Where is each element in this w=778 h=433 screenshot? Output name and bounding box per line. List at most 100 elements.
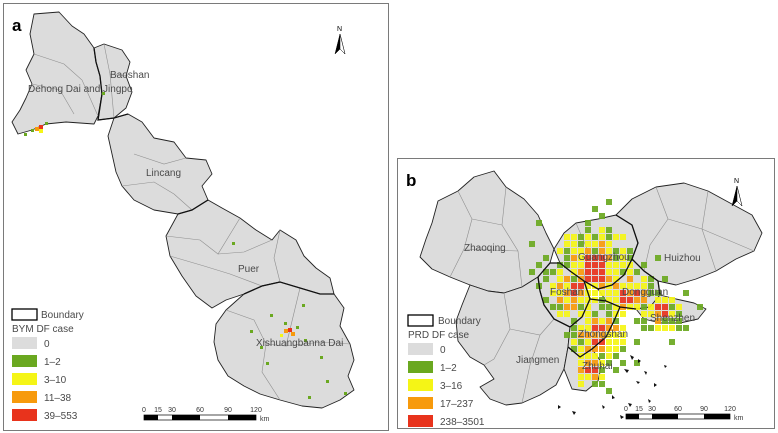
case-cell xyxy=(578,248,584,254)
case-cell xyxy=(571,241,577,247)
case-cell xyxy=(620,234,626,240)
case-cell xyxy=(648,283,654,289)
case-cell xyxy=(627,269,633,275)
case-cell xyxy=(606,304,612,310)
north-arrow-a: N xyxy=(334,26,346,55)
case-cell xyxy=(564,248,570,254)
case-cell xyxy=(585,311,591,317)
case-cell xyxy=(578,374,584,380)
case-cell xyxy=(592,276,598,282)
map-a-canvas: Dehong Dai and Jingpo Baoshan Lincang Pu… xyxy=(11,11,355,423)
legend-swatch-1 xyxy=(12,355,37,367)
north-label: N xyxy=(734,178,739,185)
case-cell xyxy=(606,241,612,247)
case-cell xyxy=(627,262,633,268)
case-cell xyxy=(627,290,633,296)
case-cell xyxy=(543,276,549,282)
case-cell xyxy=(592,234,598,240)
legend-b: Boundary PRD DF case 0 1–2 3–16 17–237 2… xyxy=(407,314,485,428)
case-cell xyxy=(606,339,612,345)
case-cell xyxy=(613,325,619,331)
case-cell xyxy=(606,325,612,331)
case-cell xyxy=(585,276,591,282)
case-cell xyxy=(634,297,640,303)
case-cell xyxy=(592,346,598,352)
case-cell xyxy=(655,297,661,303)
city-boundaries-a xyxy=(93,47,334,295)
case-cell xyxy=(599,374,605,380)
case-cell xyxy=(641,325,647,331)
case-cell xyxy=(613,262,619,268)
case-cell xyxy=(557,290,563,296)
case-cell xyxy=(648,311,654,317)
case-cell xyxy=(669,325,675,331)
case-cell xyxy=(529,269,535,275)
case-cell xyxy=(676,318,682,324)
case-cell xyxy=(627,304,633,310)
panel-letter-b: b xyxy=(406,171,416,190)
scale-tick-30: 30 xyxy=(648,406,656,413)
case-cell xyxy=(620,269,626,275)
case-cell xyxy=(669,311,675,317)
case-cell xyxy=(662,311,668,317)
case-cell xyxy=(620,311,626,317)
legend-swatch-0 xyxy=(408,343,433,355)
case-cell xyxy=(634,283,640,289)
case-cell xyxy=(627,255,633,261)
case-cell xyxy=(641,311,647,317)
legend-a: Boundary BYM DF case 0 1–2 3–10 11–38 39… xyxy=(11,308,84,422)
case-cell xyxy=(592,318,598,324)
case-cell xyxy=(599,325,605,331)
case-cell xyxy=(557,248,563,254)
case-cell xyxy=(655,290,661,296)
case-cell xyxy=(557,297,563,303)
case-cell xyxy=(641,297,647,303)
case-cell xyxy=(606,332,612,338)
place-label-lincang: Lincang xyxy=(146,168,181,179)
case-cell xyxy=(620,360,626,366)
legend-label-1: 1–2 xyxy=(440,363,457,374)
case-cell xyxy=(613,311,619,317)
case-cell xyxy=(641,304,647,310)
place-label-baoshan: Baoshan xyxy=(110,70,149,81)
case-cell xyxy=(592,248,598,254)
case-cell xyxy=(585,227,591,233)
case-cell xyxy=(578,269,584,275)
case-cell xyxy=(557,311,563,317)
case-cell xyxy=(557,304,563,310)
case-cell xyxy=(606,199,612,205)
case-cell xyxy=(620,297,626,303)
case-cell xyxy=(599,318,605,324)
case-cell xyxy=(592,325,598,331)
case-cell xyxy=(613,332,619,338)
north-arrow-b: N xyxy=(731,178,743,207)
dengue-cells-a xyxy=(24,92,347,399)
legend-boundary-label: Boundary xyxy=(41,310,84,321)
case-cell xyxy=(613,276,619,282)
case-cell xyxy=(270,314,273,317)
case-cell xyxy=(599,353,605,359)
case-cell xyxy=(536,262,542,268)
place-label-zhongshan: Zhongshan xyxy=(578,329,628,340)
place-label-xishuangbanna: Xishuangbanna Dai xyxy=(256,338,343,349)
case-cell xyxy=(557,283,563,289)
legend-label-0: 0 xyxy=(440,345,446,356)
case-cell xyxy=(571,276,577,282)
case-cell xyxy=(585,318,591,324)
case-cell xyxy=(606,255,612,261)
case-cell xyxy=(606,360,612,366)
legend-swatch-3 xyxy=(12,391,37,403)
case-cell xyxy=(550,304,556,310)
case-cell xyxy=(585,269,591,275)
case-cell xyxy=(571,255,577,261)
case-cell xyxy=(606,311,612,317)
legend-label-4: 39–553 xyxy=(44,411,78,422)
legend-boundary-label: Boundary xyxy=(438,316,481,327)
case-cell xyxy=(599,227,605,233)
scale-tick-60: 60 xyxy=(196,407,204,414)
case-cell xyxy=(662,318,668,324)
place-label-zhuhai: Zhuhai xyxy=(582,361,613,372)
city-boundaries-b xyxy=(537,214,661,358)
case-cell xyxy=(571,325,577,331)
case-cell xyxy=(585,353,591,359)
